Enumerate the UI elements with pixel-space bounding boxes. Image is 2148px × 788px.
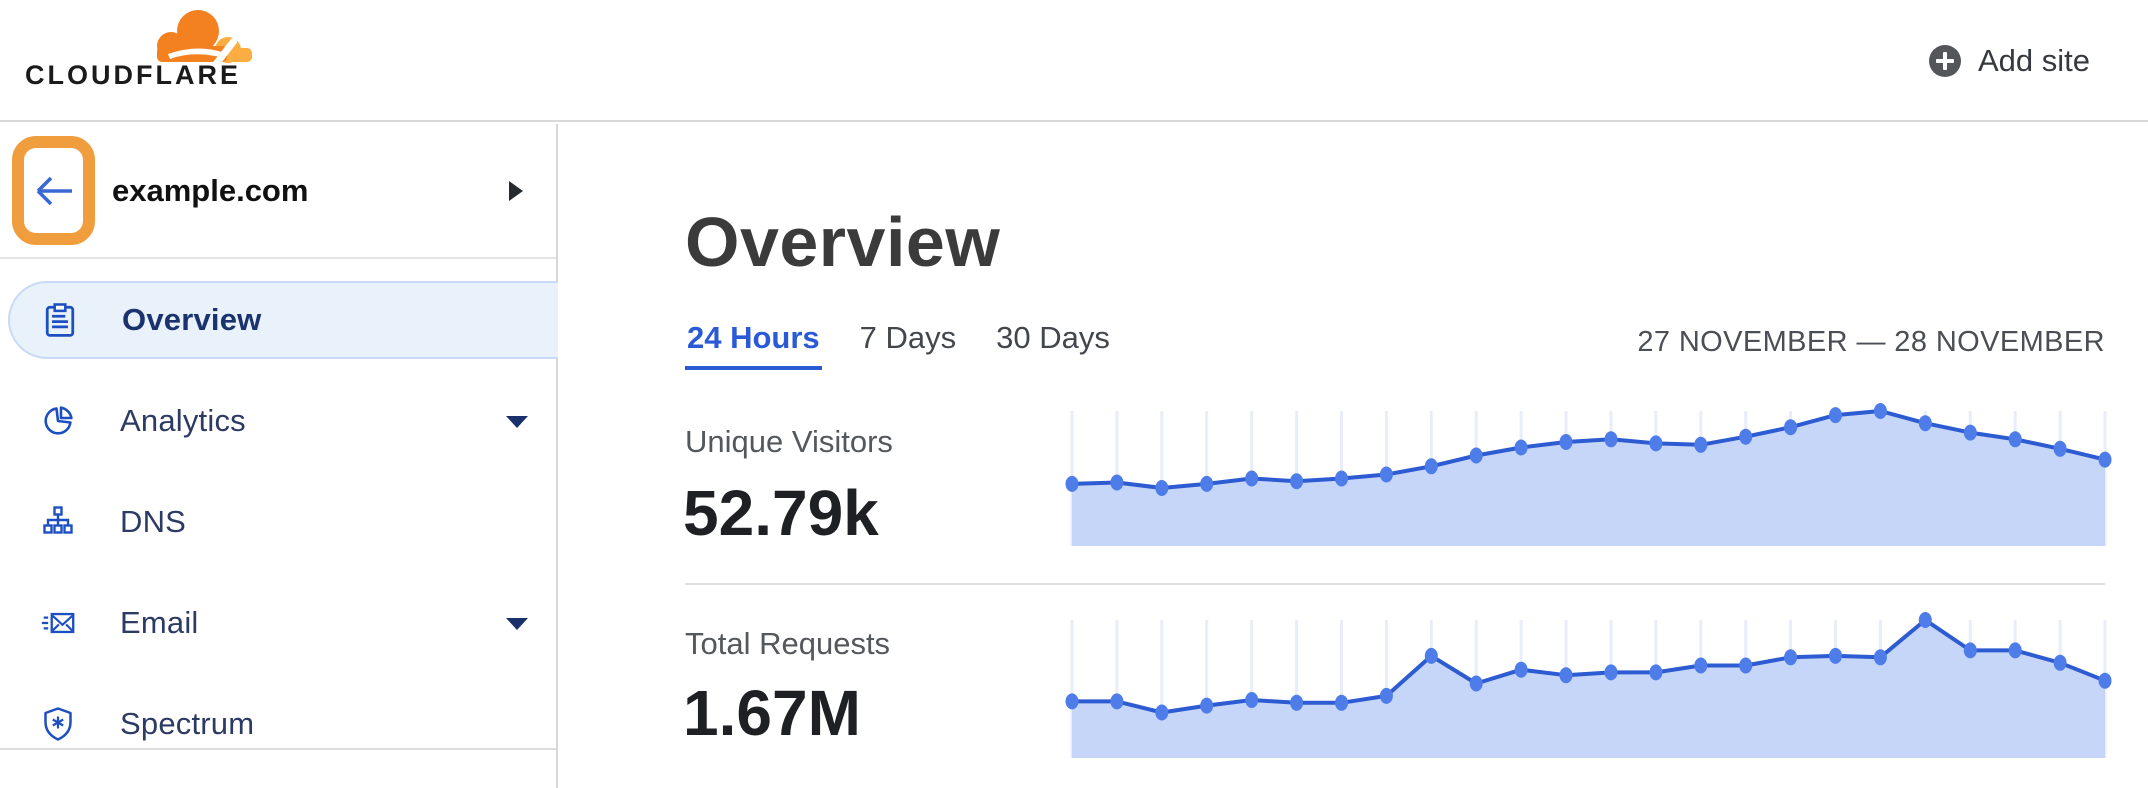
unique-visitors-chart <box>1065 399 2112 559</box>
chevron-down-icon <box>506 618 528 630</box>
site-selector-row: example.com <box>0 124 556 259</box>
highlight-annotation <box>12 136 95 245</box>
tab-30-days[interactable]: 30 Days <box>994 320 1112 370</box>
unique-visitors-value: 52.79k <box>683 477 879 549</box>
main-content: Overview 24 Hours 7 Days 30 Days 27 NOVE… <box>560 124 2148 788</box>
tab-7-days[interactable]: 7 Days <box>858 320 958 370</box>
total-requests-chart <box>1065 608 2112 771</box>
total-requests-label: Total Requests <box>685 626 891 661</box>
chevron-right-icon[interactable] <box>509 181 523 201</box>
tab-24-hours[interactable]: 24 Hours <box>685 320 822 370</box>
unique-visitors-label: Unique Visitors <box>685 424 893 459</box>
sidebar: example.com Overview <box>0 124 558 788</box>
sidebar-item-spectrum[interactable]: Spectrum <box>8 685 558 763</box>
site-name: example.com <box>112 172 309 208</box>
date-range-label: 27 NOVEMBER — 28 NOVEMBER <box>1637 326 2105 358</box>
dns-tree-icon <box>41 506 75 538</box>
chevron-down-icon <box>506 416 528 428</box>
back-button[interactable] <box>32 173 76 209</box>
clipboard-icon <box>43 303 77 337</box>
sidebar-item-label: Analytics <box>120 403 246 438</box>
sidebar-nav: Overview Analytics <box>0 259 558 763</box>
cloudflare-logo[interactable]: CLOUDFLARE <box>0 0 280 122</box>
sidebar-item-label: DNS <box>120 504 187 539</box>
add-site-label: Add site <box>1977 43 2090 78</box>
sidebar-item-label: Overview <box>122 302 262 337</box>
add-site-button[interactable]: Add site <box>1928 36 2090 86</box>
cloudflare-cloud-icon <box>138 6 256 69</box>
pie-chart-icon <box>41 405 75 437</box>
sidebar-divider <box>0 748 556 750</box>
time-range-tabs: 24 Hours 7 Days 30 Days <box>685 320 1148 370</box>
section-divider <box>685 583 2105 585</box>
page-title: Overview <box>685 203 1001 281</box>
sidebar-item-analytics[interactable]: Analytics <box>8 382 558 460</box>
arrow-left-icon <box>32 173 76 209</box>
total-requests-value: 1.67M <box>683 677 861 749</box>
sidebar-item-email[interactable]: Email <box>8 584 558 662</box>
shield-icon <box>41 707 75 741</box>
sidebar-item-label: Spectrum <box>120 706 255 741</box>
top-bar: CLOUDFLARE Add site <box>0 0 2148 122</box>
email-icon <box>41 608 75 638</box>
sidebar-item-overview[interactable]: Overview <box>8 281 558 359</box>
sidebar-item-dns[interactable]: DNS <box>8 483 558 561</box>
cloudflare-wordmark: CLOUDFLARE <box>25 60 241 90</box>
sidebar-item-label: Email <box>120 605 199 640</box>
plus-circle-icon <box>1928 44 1962 78</box>
